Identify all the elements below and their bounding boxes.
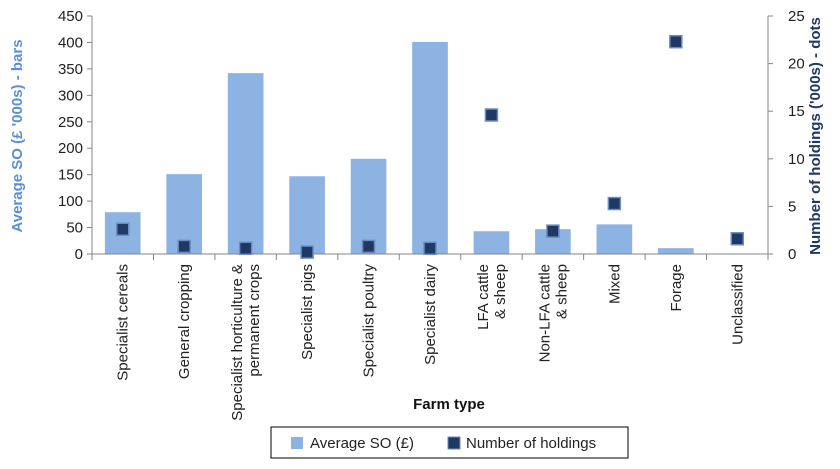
- marker-number-of-holdings: [669, 34, 683, 49]
- x-axis-title: Farm type: [413, 396, 485, 413]
- legend: Average SO (£) Number of holdings: [270, 426, 629, 459]
- marker-number-of-holdings: [607, 196, 622, 211]
- y-left-tick-label: 0: [75, 246, 83, 263]
- y-axis-right-title: Number of holdings ('000s) - dots: [807, 17, 824, 255]
- x-tick-label: Non-LFA cattle& sheep: [536, 264, 570, 362]
- y-left-tick-label: 50: [66, 220, 83, 237]
- y-right-tick-label: 5: [788, 198, 796, 215]
- legend-label-average-so: Average SO (£): [310, 435, 414, 452]
- marker-number-of-holdings: [177, 239, 191, 254]
- y-left-tick-label: 100: [58, 193, 83, 210]
- x-tick-label: Forage: [668, 264, 685, 312]
- marker-number-of-holdings: [484, 108, 499, 122]
- y-left-tick-label: 300: [58, 87, 83, 104]
- y-right-tick-label: 20: [788, 56, 805, 73]
- y-left-tick-label: 150: [58, 167, 83, 184]
- y-right-tick-label: 15: [788, 103, 805, 120]
- y-right-tick-label: 25: [788, 8, 805, 25]
- marker-number-of-holdings: [730, 232, 745, 246]
- y-left-tick-label: 400: [58, 34, 83, 51]
- plot-area: 0 50 100 150 200 250 300 350 400 450 0 5 10 15 20 25 Spe…: [58, 8, 805, 421]
- marker-number-of-holdings: [361, 239, 376, 254]
- y-right-tick-label: 10: [788, 151, 805, 168]
- y-axis-left-title: Average SO (£ '000s) - bars: [9, 39, 26, 232]
- bar-average-so: [227, 73, 264, 255]
- bar-average-so: [657, 248, 694, 254]
- legend-swatch-number-of-holdings: [447, 436, 461, 450]
- legend-swatch-average-so: [291, 437, 303, 449]
- marker-number-of-holdings: [300, 245, 314, 259]
- bar-average-so: [412, 41, 448, 254]
- marker-number-of-holdings: [115, 222, 130, 236]
- x-tick-label: General cropping: [176, 264, 193, 379]
- x-tick-label: Specialist dairy: [422, 264, 439, 365]
- bar-average-so: [473, 231, 510, 254]
- x-tick-label: Specialist poultry: [361, 264, 378, 378]
- bar-average-so: [289, 176, 325, 254]
- marker-number-of-holdings: [546, 224, 560, 238]
- bar-average-so: [350, 158, 387, 254]
- x-tick-label: Specialist cereals: [115, 264, 132, 381]
- marker-number-of-holdings: [238, 241, 253, 256]
- y-left-tick-label: 350: [58, 61, 83, 78]
- bar-average-so: [596, 224, 633, 254]
- x-tick-label: LFA cattle& sheep: [475, 264, 509, 330]
- y-left-tick-label: 200: [58, 140, 83, 157]
- marker-number-of-holdings: [423, 241, 437, 256]
- legend-label-number-of-holdings: Number of holdings: [466, 435, 596, 452]
- y-right-tick-label: 0: [788, 246, 796, 263]
- y-left-tick-label: 250: [58, 114, 83, 131]
- y-left-tick-label: 450: [58, 8, 83, 25]
- x-tick-label: Specialist horticulture &permanent crops: [229, 264, 263, 421]
- x-tick-label: Specialist pigs: [299, 264, 316, 360]
- x-tick-label: Unclassified: [729, 264, 746, 345]
- x-tick-label: Mixed: [606, 264, 623, 304]
